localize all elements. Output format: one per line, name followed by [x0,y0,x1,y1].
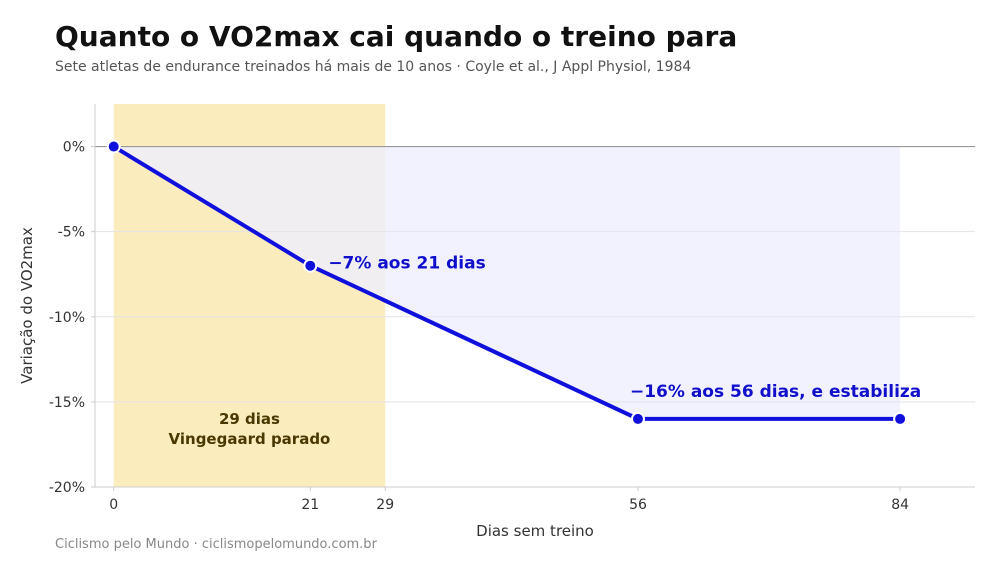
y-tick-label: -5% [58,225,85,241]
x-tick-label: 21 [301,497,319,513]
area-fill-layer [113,146,901,419]
data-point [630,411,645,426]
x-tick-label: 0 [109,497,118,513]
footer-credit: Ciclismo pelo Mundo · ciclismopelomundo.… [55,537,377,552]
x-tick-label: 56 [629,497,647,513]
y-tick-label: 0% [63,140,85,156]
series-line-layer [111,144,903,421]
annotation-56-days: −16% aos 56 dias, e estabiliza [630,382,921,402]
chart-title: Quanto o VO2max cai quando o treino para [55,20,738,53]
data-points-layer [106,139,908,426]
series-line [111,144,903,421]
highlight-label-line1: 29 dias [219,410,280,428]
area-fill [113,146,901,419]
y-tick-label: -10% [49,310,85,326]
annotation-21-days: −7% aos 21 dias [328,254,485,274]
chart-subtitle: Sete atletas de endurance treinados há m… [55,59,692,75]
labels-layer: 29 dias Vingegaard parado −7% aos 21 dias −… [169,254,922,448]
data-point [893,411,908,426]
x-tick-label: 29 [376,497,394,513]
x-axis-title: Dias sem treino [476,522,594,540]
axes-layer: 0% -5% -10% -15% -20% 0 21 29 56 84 Dias sem trein… [18,104,975,540]
y-tick-label: -15% [49,395,85,411]
highlight-label-line2: Vingegaard parado [169,430,331,448]
data-point [303,258,318,273]
y-tick-label: -20% [49,480,85,496]
y-axis-title: Variação do VO2max [18,227,36,384]
x-tick-label: 84 [891,497,909,513]
data-point [106,139,121,154]
